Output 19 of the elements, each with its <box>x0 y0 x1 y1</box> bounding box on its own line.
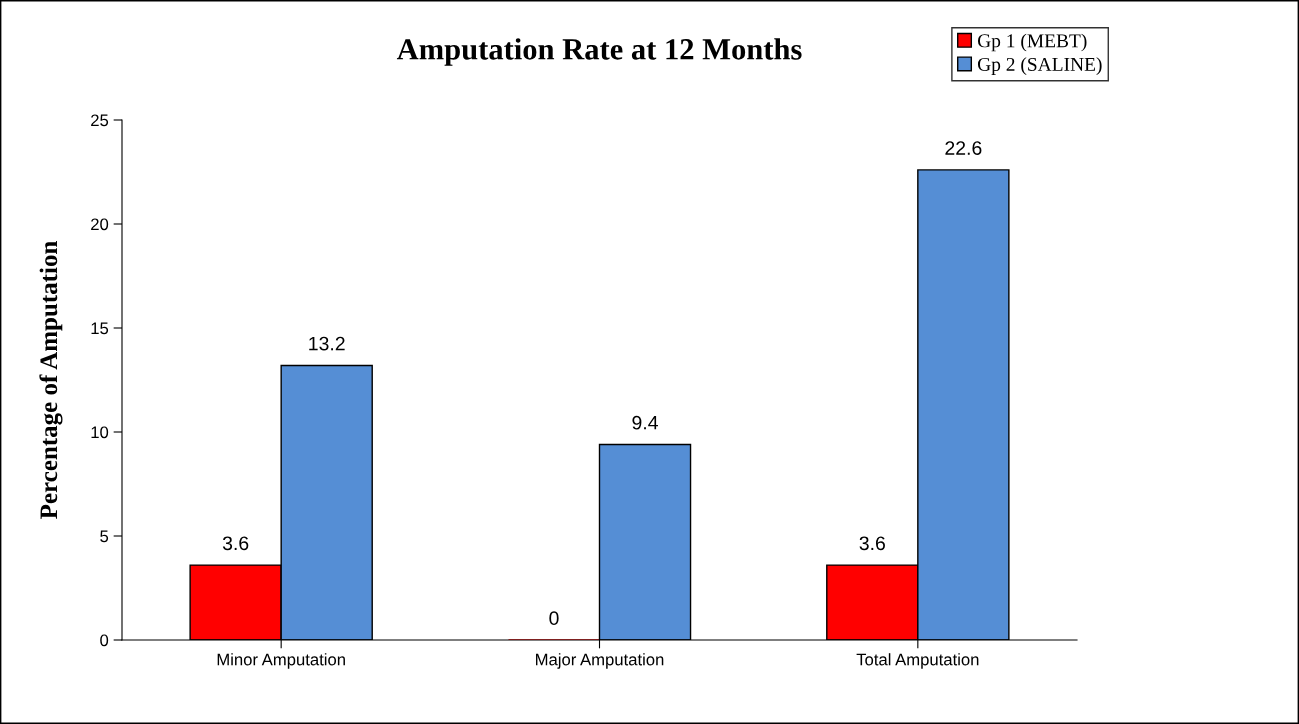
y-axis-title: Percentage of Amputation <box>39 241 63 519</box>
data-label: 3.6 <box>222 536 249 551</box>
data-label: 9.4 <box>632 415 658 430</box>
data-label: 3.6 <box>859 536 885 551</box>
data-label: 22.6 <box>945 141 982 155</box>
y-tick-label: 25 <box>91 114 109 127</box>
x-tick-label: Total Amputation <box>856 653 979 669</box>
y-tick-label: 10 <box>91 426 109 439</box>
y-tick-label: 20 <box>91 218 109 231</box>
data-label: 0 <box>549 611 559 626</box>
legend-label: Gp 2 (SALINE) <box>977 57 1102 75</box>
y-tick-label: 0 <box>100 634 109 647</box>
y-tick-label: 15 <box>91 322 109 335</box>
data-label: 13.2 <box>309 336 345 351</box>
x-tick-label: Minor Amputation <box>217 653 345 669</box>
x-tick-label: Major Amputation <box>536 653 664 669</box>
legend-label: Gp 1 (MEBT) <box>977 33 1087 52</box>
y-tick-label: 5 <box>100 530 109 543</box>
chart-title: Amputation Rate at 12 Months <box>396 38 802 66</box>
